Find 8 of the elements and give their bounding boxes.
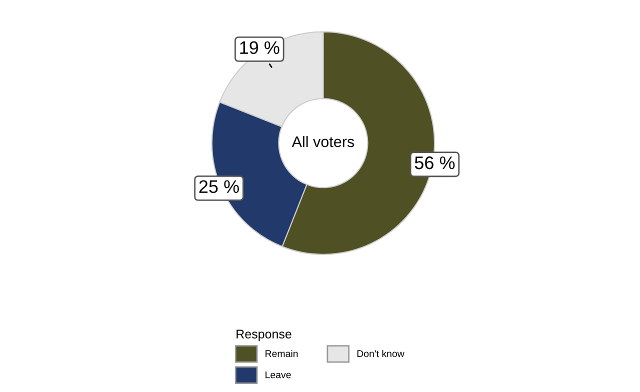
text: All voters bbox=[292, 136, 354, 148]
legend-label: Remain bbox=[266, 350, 298, 358]
data-label: 19 % bbox=[240, 41, 280, 54]
legend-title: Response bbox=[236, 330, 292, 341]
data-label: 56 % bbox=[414, 156, 455, 170]
legend-label: Leave bbox=[266, 371, 291, 378]
legend-label: Don't know bbox=[357, 350, 404, 358]
data-label: 25 % bbox=[199, 180, 239, 194]
